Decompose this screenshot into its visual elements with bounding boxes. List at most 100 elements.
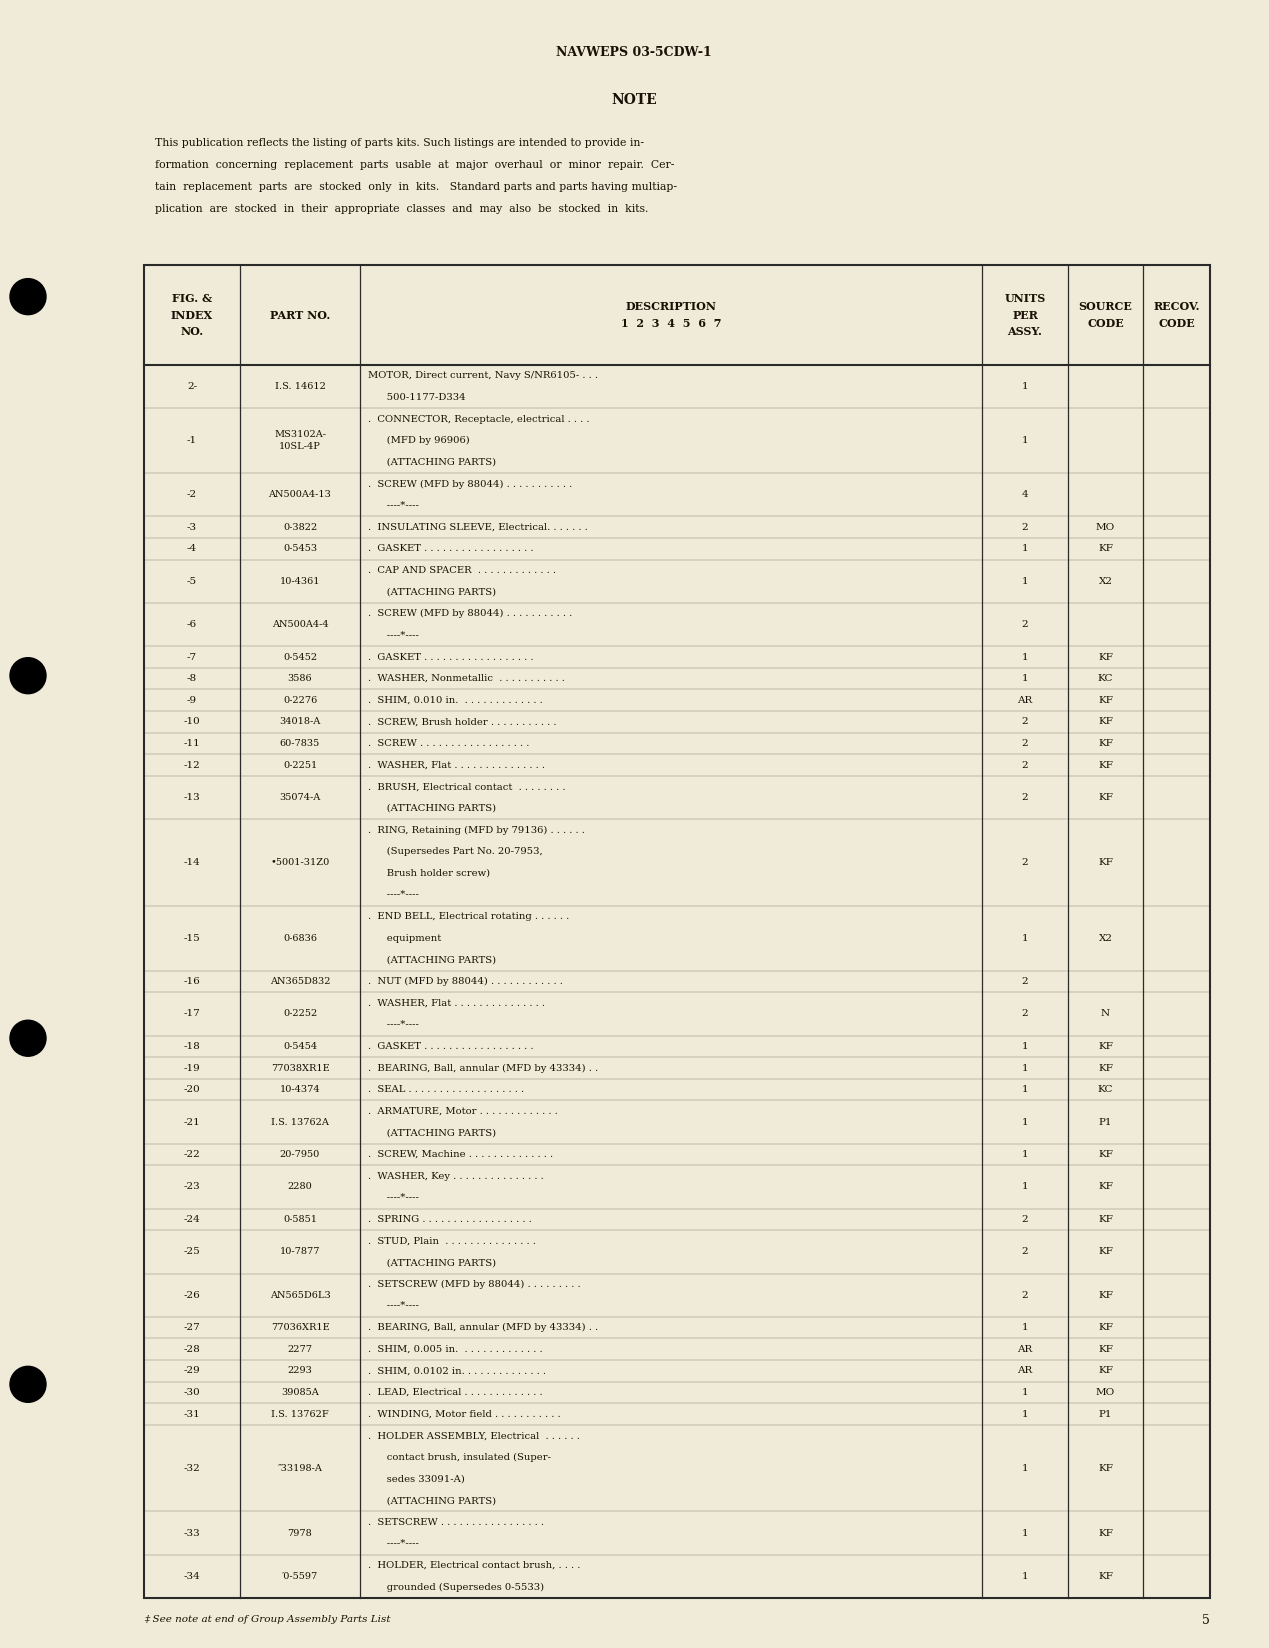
Text: 2: 2: [1022, 717, 1028, 727]
Text: -8: -8: [187, 674, 197, 684]
Text: 1: 1: [1022, 653, 1028, 661]
Text: ----*----: ----*----: [368, 1020, 419, 1030]
Text: .  GASKET . . . . . . . . . . . . . . . . . .: . GASKET . . . . . . . . . . . . . . . .…: [368, 653, 533, 661]
Text: .  BEARING, Ball, annular (MFD by 43334) . .: . BEARING, Ball, annular (MFD by 43334) …: [368, 1323, 598, 1332]
Text: 1: 1: [1022, 1117, 1028, 1127]
Text: .  STUD, Plain  . . . . . . . . . . . . . . .: . STUD, Plain . . . . . . . . . . . . . …: [368, 1236, 536, 1246]
Text: -34: -34: [184, 1572, 201, 1580]
Text: 0-5851: 0-5851: [283, 1215, 317, 1224]
Text: 1: 1: [1022, 674, 1028, 684]
Text: -24: -24: [184, 1215, 201, 1224]
Text: 39085A: 39085A: [282, 1388, 319, 1398]
Text: (ATTACHING PARTS): (ATTACHING PARTS): [368, 588, 496, 597]
Text: -31: -31: [184, 1409, 201, 1419]
Text: 1: 1: [1022, 577, 1028, 585]
Text: 1: 1: [1022, 437, 1028, 445]
Text: 2: 2: [1022, 620, 1028, 630]
Text: 0-5453: 0-5453: [283, 544, 317, 554]
Text: .  END BELL, Electrical rotating . . . . . .: . END BELL, Electrical rotating . . . . …: [368, 911, 570, 921]
Text: 34018-A: 34018-A: [279, 717, 321, 727]
Text: 2: 2: [1022, 738, 1028, 748]
Text: .  BEARING, Ball, annular (MFD by 43334) . .: . BEARING, Ball, annular (MFD by 43334) …: [368, 1063, 598, 1073]
Text: 2277: 2277: [288, 1345, 312, 1353]
Text: AR: AR: [1018, 695, 1033, 705]
Text: KC: KC: [1098, 674, 1113, 684]
Text: 1: 1: [1022, 1150, 1028, 1159]
Text: 35074-A: 35074-A: [279, 793, 321, 803]
Text: 2: 2: [1022, 977, 1028, 986]
Text: 2: 2: [1022, 1248, 1028, 1256]
Text: KF: KF: [1098, 1572, 1113, 1580]
Text: -9: -9: [187, 695, 197, 705]
Text: I.S. 13762A: I.S. 13762A: [272, 1117, 329, 1127]
Text: .  SETSCREW (MFD by 88044) . . . . . . . . .: . SETSCREW (MFD by 88044) . . . . . . . …: [368, 1280, 581, 1289]
Text: UNITS
PER
ASSY.: UNITS PER ASSY.: [1004, 293, 1046, 336]
Text: .  SHIM, 0.005 in.  . . . . . . . . . . . . .: . SHIM, 0.005 in. . . . . . . . . . . . …: [368, 1345, 543, 1353]
Text: MO: MO: [1096, 1388, 1115, 1398]
Text: 5: 5: [1202, 1613, 1211, 1627]
Text: .  SETSCREW . . . . . . . . . . . . . . . . .: . SETSCREW . . . . . . . . . . . . . . .…: [368, 1518, 544, 1526]
Text: ----*----: ----*----: [368, 1539, 419, 1549]
Text: formation  concerning  replacement  parts  usable  at  major  overhaul  or  mino: formation concerning replacement parts u…: [155, 160, 674, 170]
Text: -22: -22: [184, 1150, 201, 1159]
Text: -12: -12: [184, 761, 201, 770]
Text: Brush holder screw): Brush holder screw): [368, 868, 490, 878]
Text: N: N: [1101, 1010, 1110, 1018]
Text: (ATTACHING PARTS): (ATTACHING PARTS): [368, 458, 496, 466]
Text: equipment: equipment: [368, 934, 442, 943]
Text: .  CAP AND SPACER  . . . . . . . . . . . . .: . CAP AND SPACER . . . . . . . . . . . .…: [368, 565, 556, 575]
Text: -14: -14: [184, 859, 201, 867]
Text: 1: 1: [1022, 1042, 1028, 1051]
Text: .  WASHER, Flat . . . . . . . . . . . . . . .: . WASHER, Flat . . . . . . . . . . . . .…: [368, 761, 544, 770]
Text: .  SCREW . . . . . . . . . . . . . . . . . .: . SCREW . . . . . . . . . . . . . . . . …: [368, 738, 529, 748]
Text: KF: KF: [1098, 1215, 1113, 1224]
Text: (ATTACHING PARTS): (ATTACHING PARTS): [368, 1129, 496, 1137]
Text: .  SEAL . . . . . . . . . . . . . . . . . . .: . SEAL . . . . . . . . . . . . . . . . .…: [368, 1084, 524, 1094]
Text: (ATTACHING PARTS): (ATTACHING PARTS): [368, 804, 496, 812]
Text: 10-4374: 10-4374: [279, 1084, 320, 1094]
Text: KF: KF: [1098, 1063, 1113, 1073]
Text: 1: 1: [1022, 1084, 1028, 1094]
Text: 2: 2: [1022, 1290, 1028, 1300]
Text: 1: 1: [1022, 544, 1028, 554]
Text: .  HOLDER ASSEMBLY, Electrical  . . . . . .: . HOLDER ASSEMBLY, Electrical . . . . . …: [368, 1430, 580, 1440]
Text: .  SCREW (MFD by 88044) . . . . . . . . . . .: . SCREW (MFD by 88044) . . . . . . . . .…: [368, 480, 572, 488]
Text: ----*----: ----*----: [368, 631, 419, 639]
Text: .  SHIM, 0.010 in.  . . . . . . . . . . . . .: . SHIM, 0.010 in. . . . . . . . . . . . …: [368, 695, 543, 705]
Text: .  LEAD, Electrical . . . . . . . . . . . . .: . LEAD, Electrical . . . . . . . . . . .…: [368, 1388, 543, 1398]
Text: contact brush, insulated (Super-: contact brush, insulated (Super-: [368, 1454, 551, 1462]
Text: .  RING, Retaining (MFD by 79136) . . . . . .: . RING, Retaining (MFD by 79136) . . . .…: [368, 826, 585, 834]
Text: NOTE: NOTE: [612, 92, 657, 107]
Text: 1: 1: [1022, 1572, 1028, 1580]
Circle shape: [10, 279, 46, 315]
Text: 1: 1: [1022, 934, 1028, 943]
Text: .  WINDING, Motor field . . . . . . . . . . .: . WINDING, Motor field . . . . . . . . .…: [368, 1409, 561, 1419]
Text: MOTOR, Direct current, Navy S/NR6105- . . .: MOTOR, Direct current, Navy S/NR6105- . …: [368, 371, 598, 381]
Text: -6: -6: [187, 620, 197, 630]
Text: P1: P1: [1099, 1117, 1112, 1127]
Text: X2: X2: [1099, 577, 1113, 585]
Text: grounded (Supersedes 0-5533): grounded (Supersedes 0-5533): [368, 1582, 544, 1592]
Text: SOURCE
CODE: SOURCE CODE: [1079, 302, 1132, 328]
Text: .  ARMATURE, Motor . . . . . . . . . . . . .: . ARMATURE, Motor . . . . . . . . . . . …: [368, 1107, 558, 1116]
Text: 1: 1: [1022, 1388, 1028, 1398]
Text: -10: -10: [184, 717, 201, 727]
Text: -23: -23: [184, 1183, 201, 1192]
Text: 1: 1: [1022, 1323, 1028, 1332]
Text: 1: 1: [1022, 1183, 1028, 1192]
Text: (ATTACHING PARTS): (ATTACHING PARTS): [368, 1257, 496, 1267]
Text: I.S. 13762F: I.S. 13762F: [272, 1409, 329, 1419]
Text: ----*----: ----*----: [368, 890, 419, 900]
Text: ----*----: ----*----: [368, 501, 419, 511]
Text: KF: KF: [1098, 1366, 1113, 1376]
Text: (ATTACHING PARTS): (ATTACHING PARTS): [368, 956, 496, 964]
Text: -30: -30: [184, 1388, 201, 1398]
Text: -33: -33: [184, 1529, 201, 1538]
Text: ‡ See note at end of Group Assembly Parts List: ‡ See note at end of Group Assembly Part…: [143, 1615, 391, 1625]
Text: ″33198-A: ″33198-A: [278, 1463, 322, 1473]
Text: KF: KF: [1098, 1183, 1113, 1192]
Text: -1: -1: [187, 437, 197, 445]
Text: -26: -26: [184, 1290, 201, 1300]
Text: KF: KF: [1098, 1323, 1113, 1332]
Text: -17: -17: [184, 1010, 201, 1018]
